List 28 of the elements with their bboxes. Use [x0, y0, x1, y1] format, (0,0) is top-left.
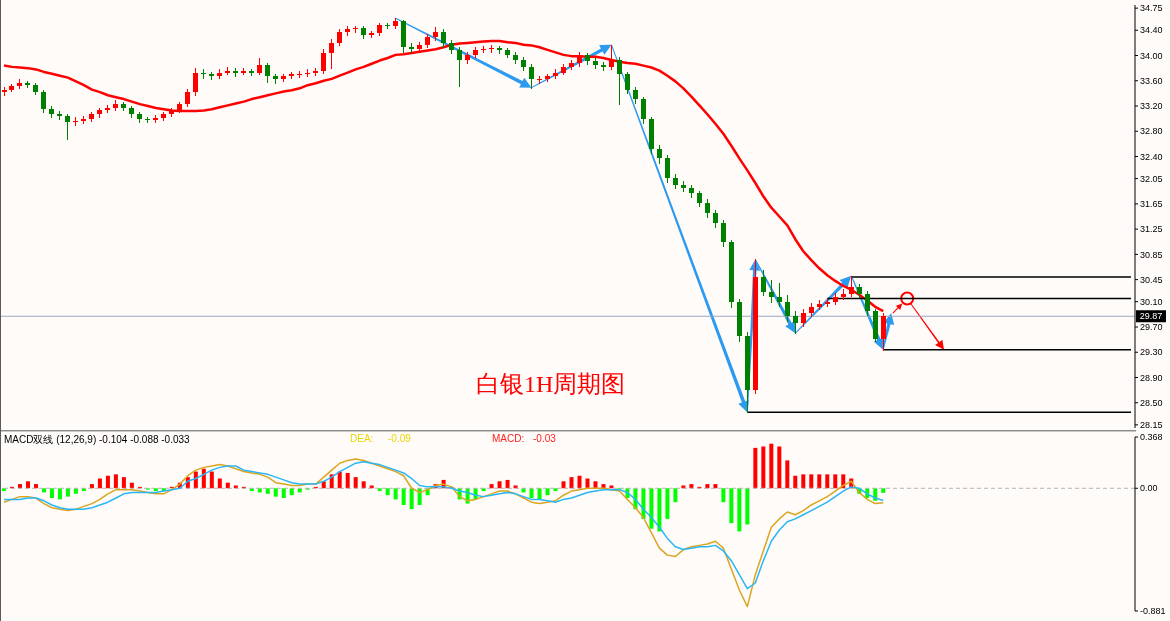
y-tick-label: 31.25: [1140, 224, 1163, 235]
y-tick-label: -0.881: [1140, 606, 1166, 617]
y-tick-label: 33.60: [1140, 75, 1163, 86]
y-tick-label: 32.80: [1140, 126, 1163, 137]
annotation: 白银1H周期图: [476, 371, 626, 398]
ref-line-label: 29.87: [1139, 311, 1163, 322]
y-tick-label: 32.40: [1140, 151, 1163, 162]
y-tick-label: 29.70: [1140, 322, 1163, 333]
y-tick-label: 31.65: [1140, 199, 1163, 210]
y-tick-label: 32.05: [1140, 173, 1163, 184]
annotation: MACD:: [492, 433, 525, 444]
annotation: -0.09: [388, 433, 411, 444]
y-tick-label: 28.90: [1140, 372, 1163, 383]
annotation: DEA:: [350, 433, 374, 444]
y-tick-label: 30.10: [1140, 296, 1163, 307]
y-tick-label: 30.45: [1140, 274, 1163, 285]
annotation: -0.03: [533, 433, 556, 444]
y-tick-label: 30.85: [1140, 249, 1163, 260]
y-tick-label: 28.15: [1140, 420, 1163, 431]
y-tick-label: 0.00: [1140, 483, 1158, 494]
y-tick-label: 29.30: [1140, 347, 1163, 358]
y-tick-label: 28.50: [1140, 397, 1163, 408]
y-tick-label: 34.75: [1140, 3, 1163, 14]
y-tick-label: 0.368: [1140, 432, 1163, 443]
chart-title: MACD双线 (12,26,9) -0.104 -0.088 -0.033: [4, 433, 190, 447]
y-tick-label: 34.00: [1140, 50, 1163, 61]
y-tick-label: 33.20: [1140, 101, 1163, 112]
y-tick-label: 34.40: [1140, 25, 1163, 36]
